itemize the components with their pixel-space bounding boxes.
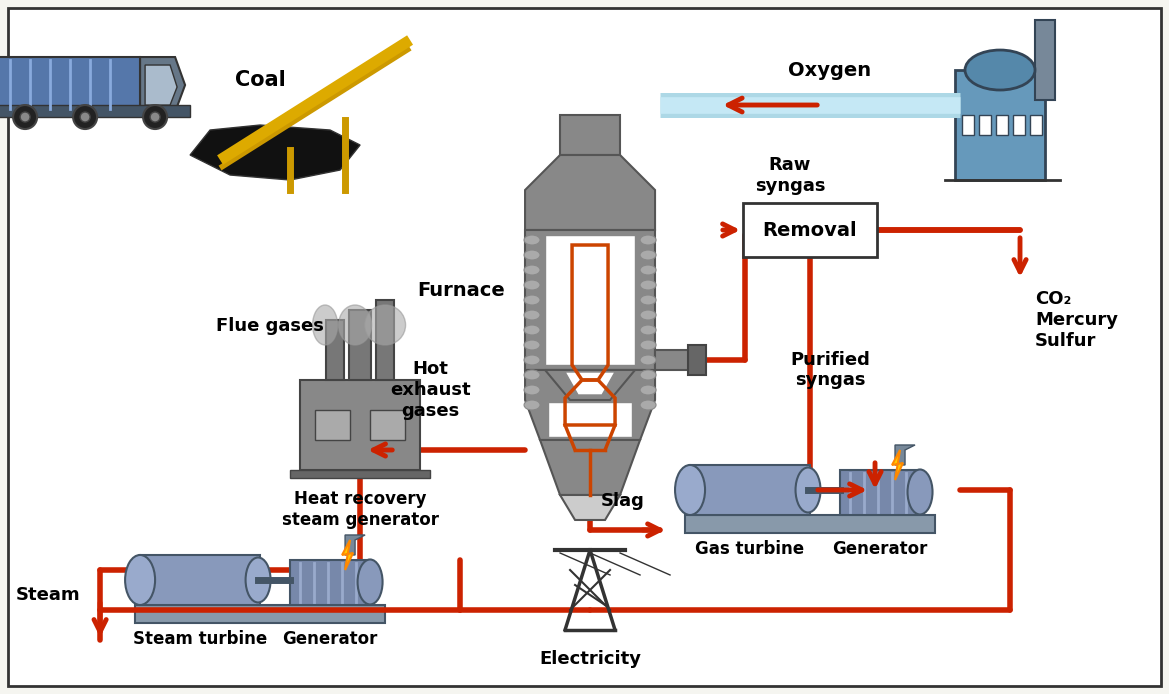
Ellipse shape	[907, 469, 933, 514]
Polygon shape	[892, 450, 902, 480]
FancyBboxPatch shape	[743, 203, 877, 257]
Polygon shape	[565, 372, 615, 395]
Ellipse shape	[641, 325, 656, 335]
Text: Steam: Steam	[15, 586, 81, 604]
Ellipse shape	[641, 340, 656, 350]
Ellipse shape	[524, 400, 540, 410]
Polygon shape	[540, 440, 641, 495]
Ellipse shape	[358, 559, 382, 604]
Text: Electricity: Electricity	[539, 650, 641, 668]
Bar	[290, 470, 430, 478]
Ellipse shape	[641, 250, 656, 260]
Bar	[1035, 20, 1054, 100]
Text: Hot
exhaust
gases: Hot exhaust gases	[389, 360, 470, 420]
Ellipse shape	[641, 355, 656, 365]
Text: Heat recovery
steam generator: Heat recovery steam generator	[282, 490, 438, 529]
Ellipse shape	[245, 557, 270, 602]
Circle shape	[150, 112, 160, 122]
Text: Slag: Slag	[601, 492, 645, 510]
Bar	[1014, 115, 1025, 135]
Text: CO₂
Mercury
Sulfur: CO₂ Mercury Sulfur	[1035, 290, 1118, 350]
Text: Furnace: Furnace	[417, 280, 505, 300]
Ellipse shape	[524, 265, 540, 275]
Bar	[376, 300, 394, 380]
Ellipse shape	[125, 555, 155, 605]
Bar	[316, 410, 350, 440]
Ellipse shape	[641, 310, 656, 320]
Ellipse shape	[524, 295, 540, 305]
Ellipse shape	[524, 235, 540, 245]
Text: Raw
syngas: Raw syngas	[755, 156, 825, 195]
Ellipse shape	[641, 265, 656, 275]
Ellipse shape	[641, 385, 656, 395]
Bar	[689, 345, 706, 375]
Ellipse shape	[312, 305, 338, 345]
Ellipse shape	[524, 250, 540, 260]
Bar	[978, 115, 991, 135]
Bar	[655, 350, 690, 370]
Circle shape	[74, 105, 97, 129]
Polygon shape	[343, 540, 353, 570]
Bar	[955, 70, 1045, 180]
Bar	[560, 115, 620, 155]
Bar	[841, 470, 920, 515]
Bar	[326, 320, 344, 380]
Ellipse shape	[675, 465, 705, 515]
Circle shape	[20, 112, 30, 122]
Ellipse shape	[641, 370, 656, 380]
Bar	[996, 115, 1008, 135]
Bar	[290, 560, 371, 605]
Text: Steam turbine: Steam turbine	[133, 630, 268, 648]
Ellipse shape	[339, 305, 372, 345]
Polygon shape	[895, 445, 915, 465]
Polygon shape	[525, 155, 655, 230]
Ellipse shape	[524, 325, 540, 335]
Ellipse shape	[524, 355, 540, 365]
Bar	[525, 230, 655, 370]
Bar	[136, 605, 385, 623]
Bar	[685, 515, 935, 533]
Text: Purified
syngas: Purified syngas	[790, 350, 870, 389]
Polygon shape	[525, 370, 655, 440]
Text: Gas turbine: Gas turbine	[696, 540, 804, 558]
Ellipse shape	[796, 468, 821, 512]
Text: Removal: Removal	[762, 221, 857, 239]
Bar	[548, 402, 632, 437]
Ellipse shape	[641, 280, 656, 290]
Text: Oxygen: Oxygen	[788, 61, 872, 80]
Ellipse shape	[524, 310, 540, 320]
Circle shape	[81, 112, 90, 122]
Polygon shape	[140, 57, 185, 112]
Polygon shape	[545, 370, 635, 400]
Ellipse shape	[641, 235, 656, 245]
Bar	[545, 235, 635, 365]
Bar	[350, 310, 371, 380]
Bar	[140, 555, 260, 605]
Ellipse shape	[524, 370, 540, 380]
Ellipse shape	[365, 305, 406, 345]
Circle shape	[143, 105, 167, 129]
Polygon shape	[145, 65, 177, 105]
Ellipse shape	[524, 340, 540, 350]
Text: Coal: Coal	[235, 70, 285, 90]
Ellipse shape	[524, 280, 540, 290]
Text: Generator: Generator	[832, 540, 928, 558]
Ellipse shape	[524, 385, 540, 395]
Ellipse shape	[966, 50, 1035, 90]
Polygon shape	[191, 125, 360, 180]
Bar	[0, 57, 140, 112]
Text: Flue gases: Flue gases	[216, 317, 324, 335]
Bar	[690, 465, 810, 515]
Polygon shape	[345, 535, 365, 555]
Bar	[300, 380, 420, 470]
Ellipse shape	[641, 400, 656, 410]
Ellipse shape	[641, 295, 656, 305]
Text: Generator: Generator	[283, 630, 378, 648]
Bar	[1030, 115, 1042, 135]
Circle shape	[13, 105, 37, 129]
Bar	[371, 410, 406, 440]
Bar	[0, 105, 191, 117]
Polygon shape	[560, 495, 620, 520]
Bar	[962, 115, 974, 135]
